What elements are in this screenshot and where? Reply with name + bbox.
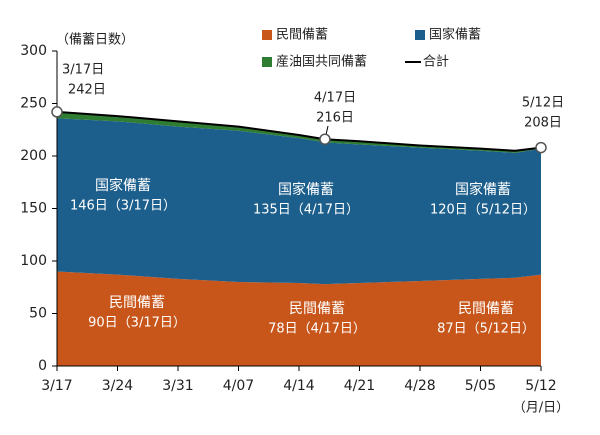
x-tick-label: 4/28 [404, 378, 435, 394]
legend-swatch [262, 57, 272, 67]
x-tick-label: 4/21 [344, 378, 375, 394]
area-label-value: 78日（4/17日） [268, 322, 366, 337]
y-axis-label: （備蓄日数） [56, 32, 134, 48]
x-tick-label: 3/24 [102, 378, 134, 394]
legend-swatch [262, 30, 272, 40]
x-tick-label: 3/31 [162, 378, 193, 394]
y-tick-label: 100 [20, 253, 47, 269]
area-label-name: 民間備蓄 [458, 301, 514, 317]
area-label-value: 135日（4/17日） [253, 203, 359, 218]
legend-label: 産油国共同備蓄 [276, 54, 367, 70]
area [57, 118, 541, 285]
area-label-name: 民間備蓄 [109, 295, 165, 311]
y-tick-label: 200 [20, 148, 47, 164]
x-tick-label: 4/14 [283, 378, 315, 394]
area-label-value: 146日（3/17日） [70, 199, 176, 214]
annotation-point [51, 106, 63, 118]
legend-label: 民間備蓄 [276, 27, 328, 43]
x-tick-label: 4/07 [223, 378, 254, 394]
annotation-point [319, 133, 331, 145]
area-label-name: 民間備蓄 [289, 301, 345, 317]
area-label-name: 国家備蓄 [95, 177, 151, 194]
area-label-value: 90日（3/17日） [88, 316, 186, 331]
area-label-name: 国家備蓄 [278, 181, 334, 198]
annotation-value: 208日 [524, 116, 562, 131]
annotation-value: 216日 [316, 111, 354, 126]
area-label-value: 87日（5/12日） [437, 322, 535, 337]
annotation-date: 5/12日 [522, 96, 564, 111]
legend-label: 国家備蓄 [429, 27, 481, 43]
x-tick-label: 5/12 [525, 378, 556, 394]
annotation-value: 242日 [68, 83, 106, 98]
y-tick-label: 300 [20, 43, 47, 59]
y-tick-label: 250 [20, 96, 47, 112]
annotation-point [535, 141, 547, 154]
y-tick-label: 0 [38, 358, 47, 374]
x-tick-label: 5/05 [465, 378, 496, 394]
annotation-date: 4/17日 [314, 91, 356, 106]
annotation-date: 3/17日 [62, 63, 104, 78]
y-tick-label: 50 [29, 306, 47, 322]
area-label-name: 国家備蓄 [455, 181, 511, 198]
x-tick-label: 3/17 [41, 378, 72, 394]
area-label-value: 120日（5/12日） [430, 203, 536, 218]
x-axis-label: （月/日） [513, 401, 569, 416]
area [57, 271, 541, 366]
legend-label: 合計 [423, 54, 449, 70]
y-tick-label: 150 [20, 201, 47, 217]
legend-swatch [415, 30, 425, 40]
